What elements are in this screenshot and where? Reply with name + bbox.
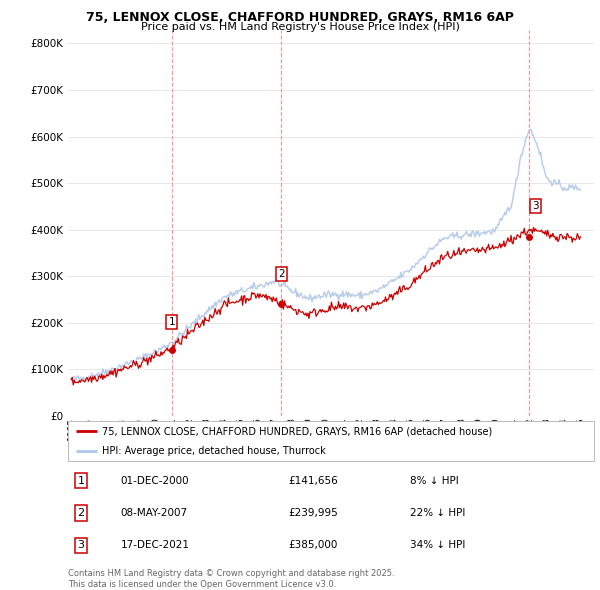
Text: 75, LENNOX CLOSE, CHAFFORD HUNDRED, GRAYS, RM16 6AP: 75, LENNOX CLOSE, CHAFFORD HUNDRED, GRAY… [86,11,514,24]
Text: £141,656: £141,656 [289,476,338,486]
Text: Price paid vs. HM Land Registry's House Price Index (HPI): Price paid vs. HM Land Registry's House … [140,22,460,32]
Text: 08-MAY-2007: 08-MAY-2007 [121,508,188,518]
Text: HPI: Average price, detached house, Thurrock: HPI: Average price, detached house, Thur… [102,447,326,456]
Text: 8% ↓ HPI: 8% ↓ HPI [410,476,458,486]
Text: Contains HM Land Registry data © Crown copyright and database right 2025.
This d: Contains HM Land Registry data © Crown c… [68,569,394,589]
Text: 1: 1 [77,476,85,486]
Text: £385,000: £385,000 [289,540,338,550]
Text: 75, LENNOX CLOSE, CHAFFORD HUNDRED, GRAYS, RM16 6AP (detached house): 75, LENNOX CLOSE, CHAFFORD HUNDRED, GRAY… [102,427,492,436]
Text: 34% ↓ HPI: 34% ↓ HPI [410,540,465,550]
Text: 3: 3 [77,540,85,550]
Text: 2: 2 [278,268,284,278]
Text: 22% ↓ HPI: 22% ↓ HPI [410,508,465,518]
Text: £239,995: £239,995 [289,508,338,518]
Text: 3: 3 [532,201,539,211]
Text: 17-DEC-2021: 17-DEC-2021 [121,540,190,550]
Text: 2: 2 [77,508,85,518]
Text: 01-DEC-2000: 01-DEC-2000 [121,476,189,486]
Text: 1: 1 [169,317,175,327]
